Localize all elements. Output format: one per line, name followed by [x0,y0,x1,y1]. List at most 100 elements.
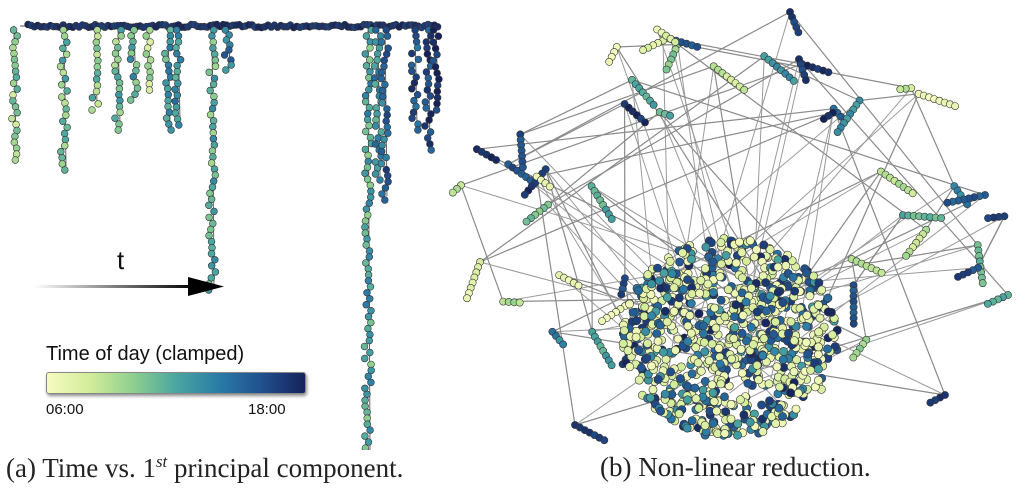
blob-point [690,383,700,393]
blob-point [623,346,633,356]
blob-point [712,406,721,416]
blob-point [699,321,708,331]
blob-point [632,316,641,326]
blob-point [784,329,793,338]
embedding-link [507,11,791,165]
timeseries-points [8,20,443,450]
dip-point [117,32,125,40]
blob-point [789,336,799,346]
blob-point [730,323,739,332]
blob-point [733,430,742,440]
cluster-point [662,65,671,74]
blob-point [628,307,638,317]
blob-point [686,328,696,338]
blob-point [769,329,778,339]
dip-point [382,165,390,174]
dip-point [380,62,388,71]
blob-point [691,394,701,404]
blob-point [669,283,679,293]
blob-point [778,355,788,364]
cluster-point [943,198,952,207]
blob-point [647,361,656,371]
blob-point [752,245,761,255]
dip-point [210,74,219,83]
embedding-link [590,186,593,332]
blob-point [813,350,823,359]
blob-point [656,406,665,416]
dip-point [61,74,70,83]
dip-point [61,99,69,107]
dip-point [378,99,386,107]
blob-point [786,388,795,398]
dip-point [365,85,373,94]
dip-point [413,43,422,52]
dip-point [94,57,102,65]
blob-point [773,262,783,272]
blob-point [802,268,811,278]
caption-a-superscript: st [156,452,168,471]
dip-point [173,50,181,58]
blob-point [761,318,771,328]
dip-point [208,183,217,191]
blob-point [745,417,755,427]
dip-point [366,348,374,357]
cluster-point [983,299,992,308]
blob-point [643,270,653,280]
blob-point [737,248,747,257]
blob-point [647,279,656,289]
dip-point [59,44,67,52]
dip-point [221,26,230,34]
blob-point [762,306,771,316]
cluster-point [559,340,567,349]
dip-point [367,378,375,387]
dip-point [220,51,229,59]
blob-point [746,322,756,332]
dip-point [423,50,432,58]
blob-point [815,313,825,323]
embedding-link [853,214,904,286]
blob-point [788,272,798,282]
dip-point [145,86,154,94]
dip-point [208,262,216,270]
dip-point [362,127,370,136]
blob-point [696,276,706,285]
dip-point [210,92,218,101]
blob-point [669,306,679,316]
embedding-link [798,58,1009,296]
embedding-link [552,170,882,333]
blob-point [653,263,662,273]
blob-point [675,293,684,303]
dip-point [384,129,392,137]
dip-point [365,336,373,345]
blob-point [683,337,693,346]
dip-point [222,66,230,74]
dip-point [59,26,67,34]
blob-point [720,392,729,402]
dip-point [363,420,371,428]
blob-point [757,400,766,410]
blob-point [759,334,769,343]
dip-point [373,56,381,64]
embedding-link [503,261,730,303]
blob-point [653,336,663,346]
dip-point [57,148,65,156]
blob-point [695,288,704,298]
dip-point [59,68,67,77]
embedding-link [833,108,946,396]
blob-point [686,299,696,308]
blob-point [814,327,824,337]
dip-point [384,178,392,186]
dip-point [366,133,375,142]
blob-point [640,302,650,312]
blob-point [704,356,714,366]
dip-point [60,142,69,150]
blob-point [709,397,719,406]
dip-point [210,177,218,185]
blob-point [749,252,759,262]
cluster-point [833,128,842,136]
dip-point [62,105,70,113]
dip-point [376,176,384,184]
dip-point [367,318,375,327]
dip-point [362,62,371,70]
blob-point [730,312,739,322]
